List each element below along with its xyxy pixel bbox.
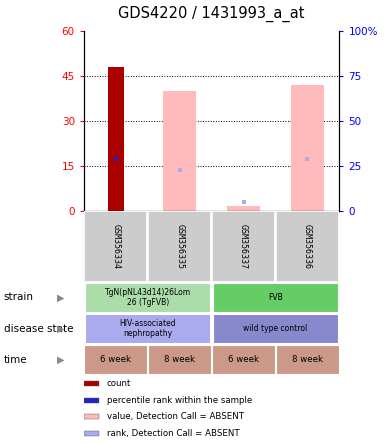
Bar [84,398,99,403]
Text: GSM356335: GSM356335 [175,224,184,269]
Text: 6 week: 6 week [100,355,131,364]
Bar [84,431,99,436]
Bar [212,345,275,374]
Text: GDS4220 / 1431993_a_at: GDS4220 / 1431993_a_at [118,6,305,22]
Bar [227,206,260,211]
Text: 6 week: 6 week [228,355,259,364]
Bar [84,211,147,282]
Bar [108,67,124,211]
Text: value, Detection Call = ABSENT: value, Detection Call = ABSENT [107,412,244,421]
Text: time: time [4,355,28,365]
Bar [85,283,210,312]
Bar [148,345,211,374]
Bar [213,283,338,312]
Text: GSM356336: GSM356336 [303,224,312,269]
Text: HIV-associated
nephropathy: HIV-associated nephropathy [119,319,176,338]
Text: GSM356337: GSM356337 [239,224,248,269]
Bar [85,314,210,343]
Bar [84,381,99,386]
Bar [84,345,147,374]
Text: count: count [107,379,131,388]
Bar [212,211,275,282]
Text: rank, Detection Call = ABSENT: rank, Detection Call = ABSENT [107,429,239,438]
Bar [163,91,196,211]
Text: ▶: ▶ [57,324,64,333]
Text: ▶: ▶ [57,293,64,302]
Text: 8 week: 8 week [164,355,195,364]
Bar [291,85,324,211]
Bar [148,211,211,282]
Text: wild type control: wild type control [243,324,308,333]
Text: ▶: ▶ [57,355,64,365]
Bar [84,414,99,419]
Bar [276,211,339,282]
Text: TgN(pNL43d14)26Lom
26 (TgFVB): TgN(pNL43d14)26Lom 26 (TgFVB) [105,288,191,307]
Text: percentile rank within the sample: percentile rank within the sample [107,396,252,404]
Text: 8 week: 8 week [292,355,323,364]
Text: FVB: FVB [268,293,283,302]
Text: strain: strain [4,293,34,302]
Text: disease state: disease state [4,324,73,333]
Text: GSM356334: GSM356334 [111,224,120,269]
Bar [213,314,338,343]
Bar [276,345,339,374]
